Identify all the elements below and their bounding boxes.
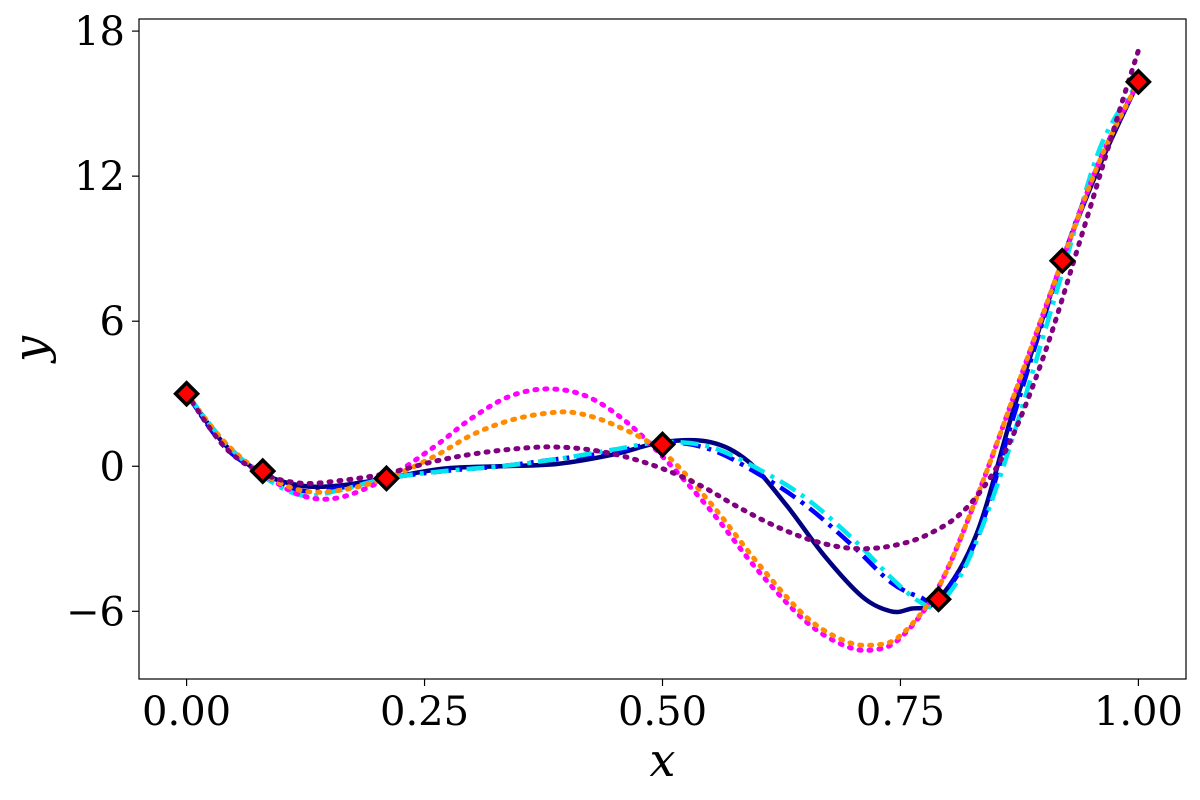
data-point-marker bbox=[1124, 68, 1152, 96]
data-point-marker bbox=[1048, 247, 1076, 275]
data-point-marker bbox=[249, 457, 277, 485]
data-point-marker bbox=[173, 380, 201, 408]
y-axis-title: y bbox=[3, 335, 57, 364]
x-tick-label: 0.25 bbox=[380, 689, 469, 735]
data-point-marker bbox=[649, 431, 676, 458]
series-line-5 bbox=[184, 79, 1141, 648]
y-tick-label: −6 bbox=[66, 589, 125, 635]
series-line-1 bbox=[184, 80, 1141, 615]
x-tick-label: 0.00 bbox=[142, 689, 231, 735]
series-line-3 bbox=[184, 80, 1141, 610]
data-point-marker bbox=[925, 585, 953, 613]
y-tick-label: 6 bbox=[100, 299, 125, 345]
series-line-6 bbox=[184, 47, 1141, 552]
series-layer bbox=[184, 47, 1141, 653]
y-tick-label: 0 bbox=[100, 444, 125, 490]
y-tick-label: 18 bbox=[74, 9, 125, 55]
data-point-marker bbox=[372, 464, 400, 492]
series-line-2 bbox=[184, 80, 1141, 606]
tick-layer: 0.00 0.25 0.50 0.75 1.00 −6 0 6 12 18 bbox=[66, 9, 1183, 735]
x-tick-label: 0.50 bbox=[618, 689, 707, 735]
x-axis-title: x bbox=[650, 733, 676, 787]
marker-layer bbox=[173, 68, 1152, 613]
x-tick-label: 1.00 bbox=[1094, 689, 1183, 735]
series-line-4 bbox=[184, 79, 1141, 653]
y-tick-label: 12 bbox=[74, 154, 125, 200]
x-tick-label: 0.75 bbox=[856, 689, 945, 735]
